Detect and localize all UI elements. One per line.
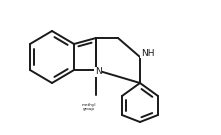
Text: NH: NH [141, 48, 155, 58]
Text: N: N [95, 68, 101, 77]
Text: methyl
group: methyl group [82, 103, 96, 111]
